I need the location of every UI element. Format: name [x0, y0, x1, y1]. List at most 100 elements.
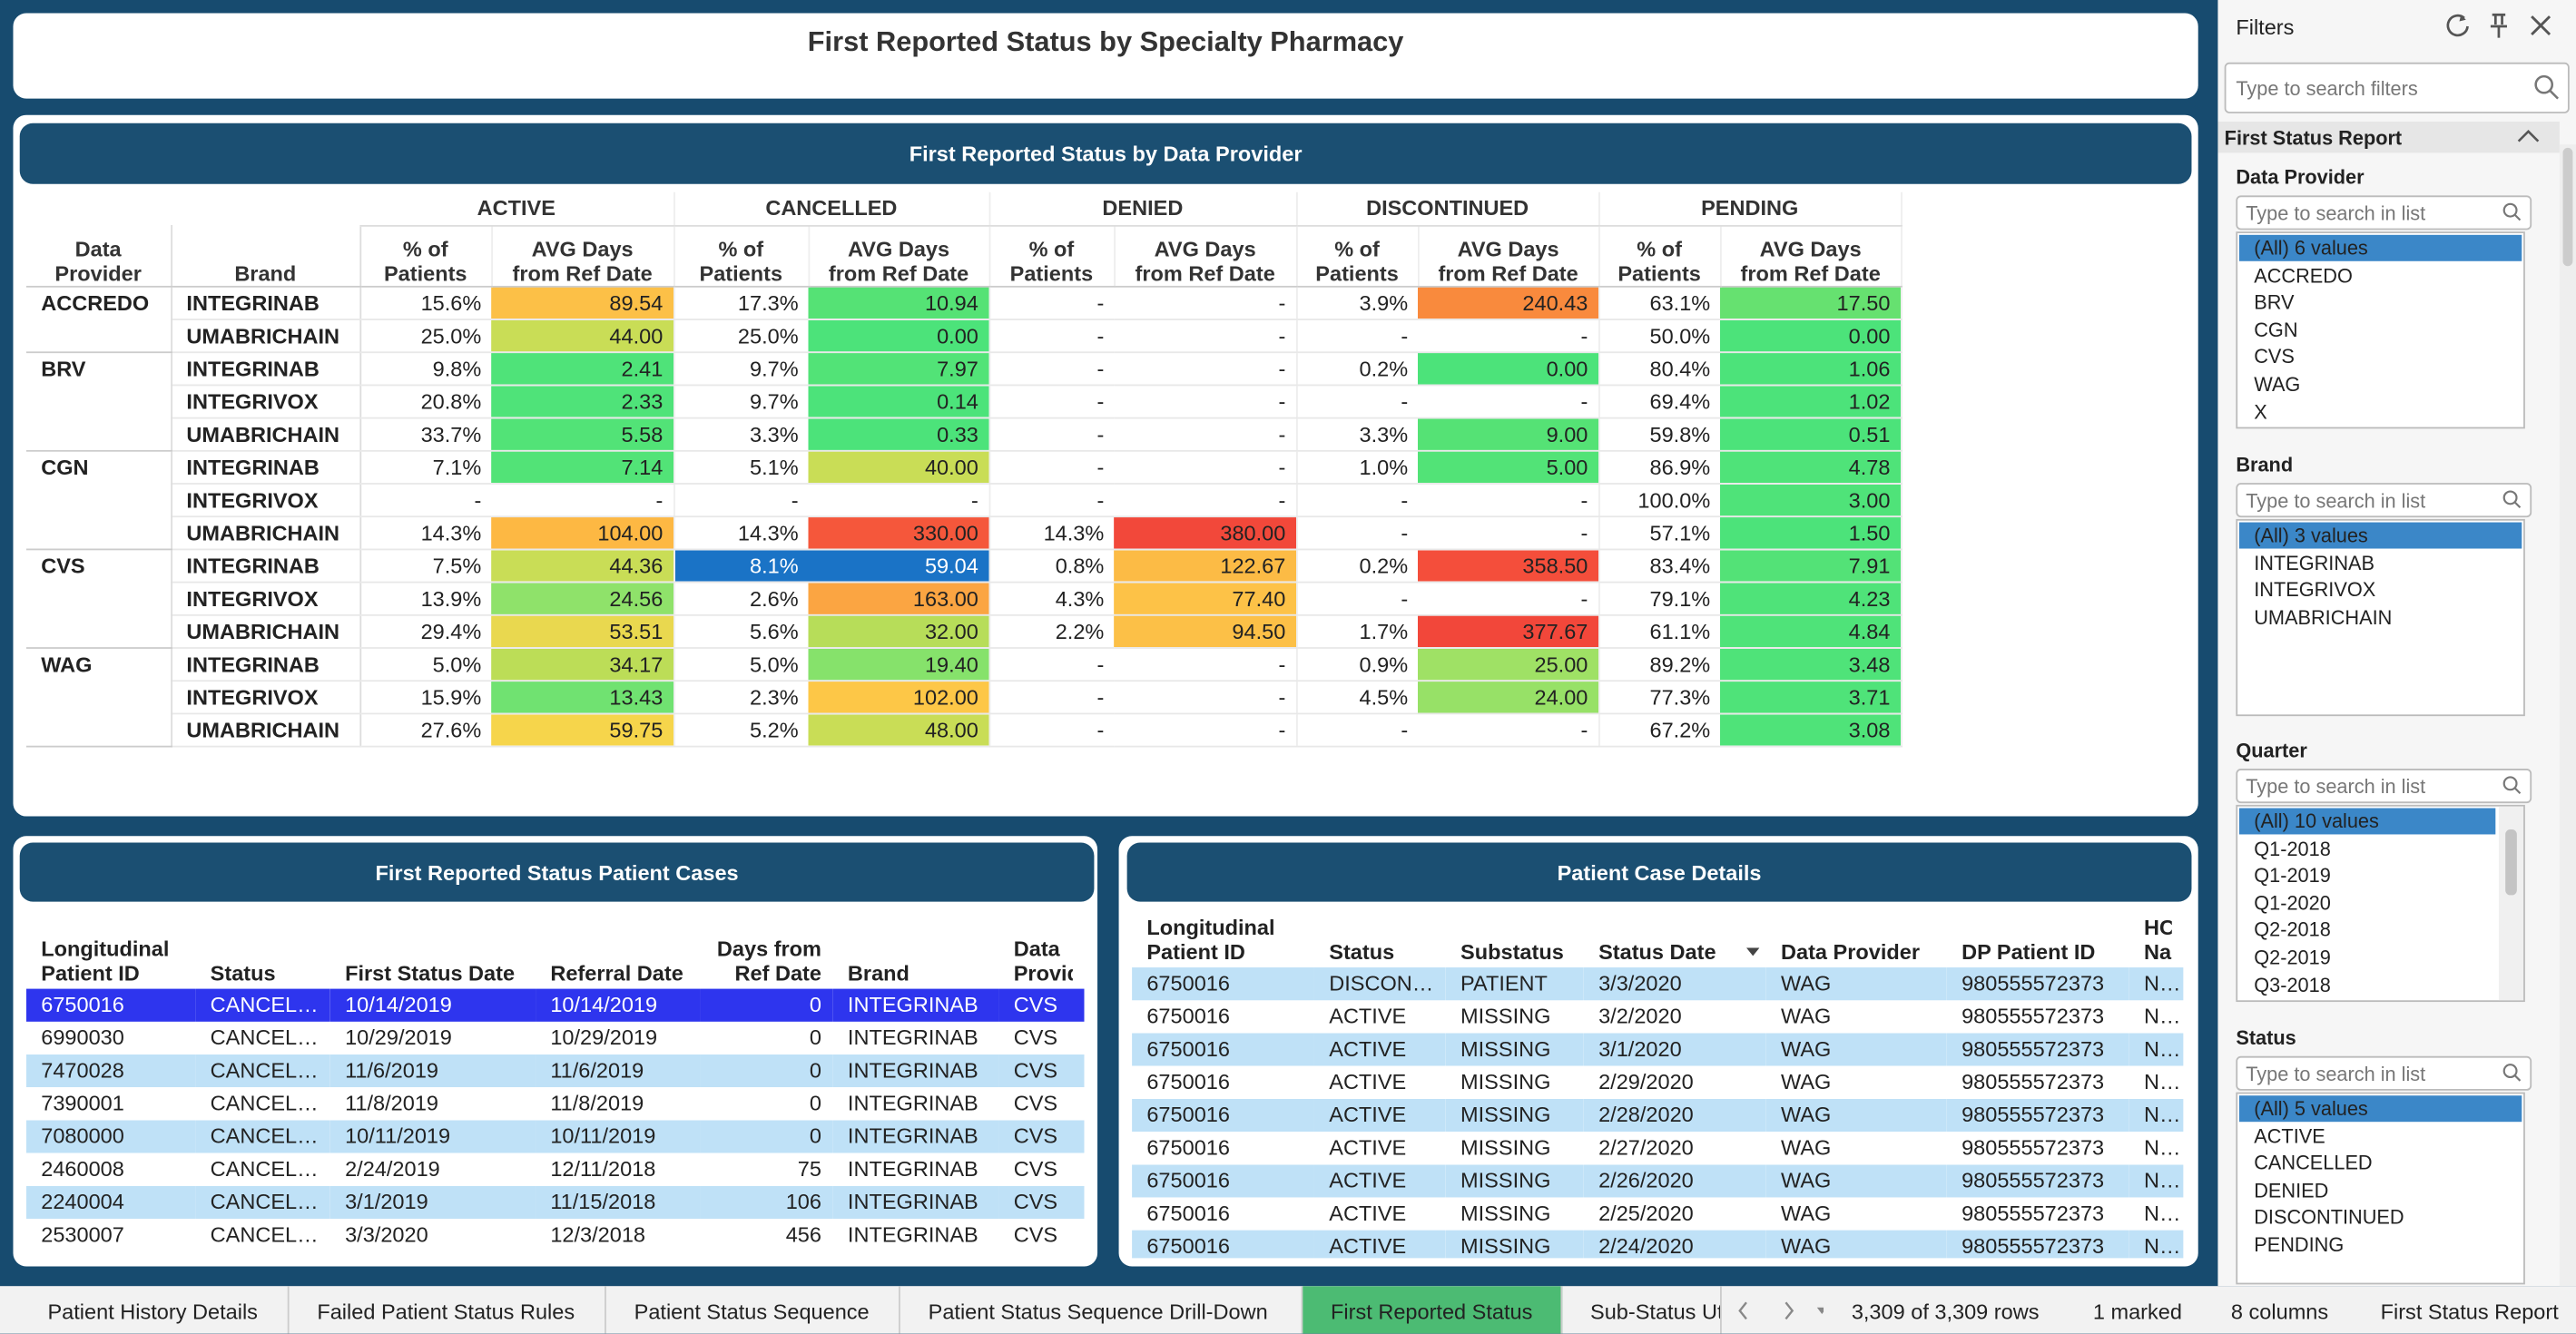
- value-cell[interactable]: -: [1418, 515, 1600, 550]
- value-cell[interactable]: 89.2%: [1598, 647, 1721, 682]
- column-header[interactable]: Days from Ref Date: [700, 913, 833, 988]
- filter-item[interactable]: CANCELLED: [2254, 1152, 2373, 1175]
- data-row[interactable]: 2460008 CANCELLED 2/24/2019 12/11/2018 75 INT…: [26, 1153, 1085, 1186]
- list-search[interactable]: Type to search in list: [2236, 1055, 2532, 1091]
- value-cell[interactable]: 7.5%: [359, 548, 492, 583]
- value-cell[interactable]: -: [988, 351, 1115, 386]
- value-cell[interactable]: -: [1418, 384, 1600, 418]
- value-cell[interactable]: 2.2%: [988, 613, 1115, 649]
- value-cell[interactable]: 14.3%: [359, 515, 492, 550]
- sheet-tab[interactable]: Patient History Details: [20, 1286, 290, 1334]
- value-cell[interactable]: 27.6%: [359, 712, 492, 747]
- filter-item[interactable]: (All) 5 values: [2238, 1095, 2522, 1123]
- value-cell[interactable]: -: [1418, 581, 1600, 615]
- value-cell[interactable]: -: [1114, 319, 1298, 353]
- value-cell[interactable]: -: [491, 483, 675, 517]
- value-cell[interactable]: -: [1418, 483, 1600, 517]
- value-cell[interactable]: 5.1%: [673, 449, 809, 485]
- value-cell[interactable]: -: [808, 483, 990, 517]
- value-cell[interactable]: 380.00: [1114, 515, 1298, 550]
- value-cell[interactable]: -: [988, 680, 1115, 714]
- value-cell[interactable]: 104.00: [491, 515, 675, 550]
- column-header[interactable]: Referral Date: [536, 913, 700, 988]
- data-row[interactable]: 6750016 ACTIVE MISSING 2/29/2020 WAG 98055557…: [1132, 1066, 2183, 1099]
- column-header[interactable]: Data Provider: [998, 913, 1084, 988]
- value-cell[interactable]: 377.67: [1418, 613, 1600, 649]
- value-cell[interactable]: 3.00: [1720, 483, 1903, 517]
- value-cell[interactable]: 7.14: [491, 449, 675, 485]
- section-header[interactable]: First Status Report: [2217, 121, 2560, 153]
- value-cell[interactable]: 3.9%: [1296, 285, 1419, 320]
- value-cell[interactable]: -: [988, 449, 1115, 485]
- filter-item[interactable]: Q1-2019: [2254, 864, 2331, 888]
- value-cell[interactable]: 102.00: [808, 680, 990, 714]
- column-header[interactable]: Data Provider: [1766, 913, 1947, 967]
- value-cell[interactable]: -: [988, 384, 1115, 418]
- value-cell[interactable]: 67.2%: [1598, 712, 1721, 747]
- filter-item[interactable]: PENDING: [2254, 1233, 2345, 1257]
- value-cell[interactable]: 10.94: [808, 285, 990, 320]
- value-cell[interactable]: 14.3%: [673, 515, 809, 550]
- value-cell[interactable]: 4.78: [1720, 449, 1903, 485]
- sheet-tab[interactable]: Sub-Status Ut: [1562, 1286, 1722, 1334]
- value-cell[interactable]: 4.5%: [1296, 680, 1419, 714]
- sheet-tab[interactable]: Failed Patient Status Rules: [290, 1286, 606, 1334]
- value-cell[interactable]: 5.0%: [673, 647, 809, 682]
- data-row[interactable]: 6750016 DISCONTINUED PATIENT 3/3/2020 WAG 980…: [1132, 967, 2184, 1001]
- value-cell[interactable]: 163.00: [808, 581, 990, 615]
- value-cell[interactable]: 330.00: [808, 515, 990, 550]
- list-search[interactable]: Type to search in list: [2236, 769, 2532, 804]
- value-cell[interactable]: -: [988, 417, 1115, 451]
- value-cell[interactable]: 19.40: [808, 647, 990, 682]
- value-cell[interactable]: -: [988, 647, 1115, 682]
- value-cell[interactable]: 3.48: [1720, 647, 1903, 682]
- value-cell[interactable]: 24.00: [1418, 680, 1600, 714]
- value-cell[interactable]: 40.00: [808, 449, 990, 485]
- value-cell[interactable]: 0.14: [808, 384, 990, 418]
- value-cell[interactable]: 0.2%: [1296, 548, 1419, 583]
- value-cell[interactable]: 94.50: [1114, 613, 1298, 649]
- value-cell[interactable]: 3.3%: [1296, 417, 1419, 451]
- filter-item[interactable]: BRV: [2254, 290, 2295, 315]
- value-cell[interactable]: 2.41: [491, 351, 675, 386]
- value-cell[interactable]: 1.0%: [1296, 449, 1419, 485]
- filter-item[interactable]: Q2-2018: [2254, 918, 2331, 942]
- list-scrollbar[interactable]: [2498, 806, 2524, 1001]
- filter-item[interactable]: INTEGRINAB: [2254, 551, 2374, 574]
- column-header[interactable]: Status: [195, 913, 329, 988]
- value-cell[interactable]: 240.43: [1418, 285, 1600, 320]
- value-cell[interactable]: -: [988, 483, 1115, 517]
- value-cell[interactable]: 15.6%: [359, 285, 492, 320]
- filter-item[interactable]: ACCREDO: [2254, 263, 2353, 288]
- value-cell[interactable]: -: [1418, 712, 1600, 747]
- value-cell[interactable]: 9.8%: [359, 351, 492, 386]
- value-cell[interactable]: 79.1%: [1598, 581, 1721, 615]
- value-cell[interactable]: 1.7%: [1296, 613, 1419, 649]
- value-cell[interactable]: 9.00: [1418, 417, 1600, 451]
- value-cell[interactable]: 5.6%: [673, 613, 809, 649]
- value-cell[interactable]: -: [1296, 581, 1419, 615]
- value-cell[interactable]: -: [1114, 417, 1298, 451]
- value-cell[interactable]: 0.33: [808, 417, 990, 451]
- column-header[interactable]: DP Patient ID: [1947, 913, 2129, 967]
- value-cell[interactable]: 5.2%: [673, 712, 809, 747]
- data-row[interactable]: 7470028 CANCELLED 11/6/2019 11/6/2019 0 INTEG…: [25, 1054, 1085, 1088]
- value-cell[interactable]: -: [673, 483, 809, 517]
- value-cell[interactable]: -: [988, 319, 1115, 353]
- value-cell[interactable]: 17.50: [1720, 285, 1903, 320]
- value-cell[interactable]: 57.1%: [1598, 515, 1721, 550]
- value-cell[interactable]: 5.58: [491, 417, 675, 451]
- value-cell[interactable]: 25.00: [1418, 647, 1600, 682]
- filter-item[interactable]: UMABRICHAIN: [2254, 605, 2393, 629]
- value-cell[interactable]: 0.00: [1418, 351, 1600, 386]
- filter-item[interactable]: WAG: [2254, 372, 2301, 397]
- data-row[interactable]: 6750016 CANCELLED 10/14/2019 10/14/2019 0 INT…: [25, 988, 1085, 1022]
- value-cell[interactable]: -: [1418, 319, 1600, 353]
- value-cell[interactable]: 20.8%: [359, 384, 492, 418]
- data-row[interactable]: 6750016 ACTIVE MISSING 2/25/2020 WAG 98055557…: [1132, 1197, 2183, 1230]
- value-cell[interactable]: 44.00: [491, 319, 675, 353]
- value-cell[interactable]: 15.9%: [359, 680, 492, 714]
- data-row[interactable]: 6750016 ACTIVE MISSING 2/28/2020 WAG 98055557…: [1132, 1098, 2184, 1133]
- value-cell[interactable]: 25.0%: [359, 319, 492, 353]
- value-cell[interactable]: 3.08: [1720, 712, 1903, 747]
